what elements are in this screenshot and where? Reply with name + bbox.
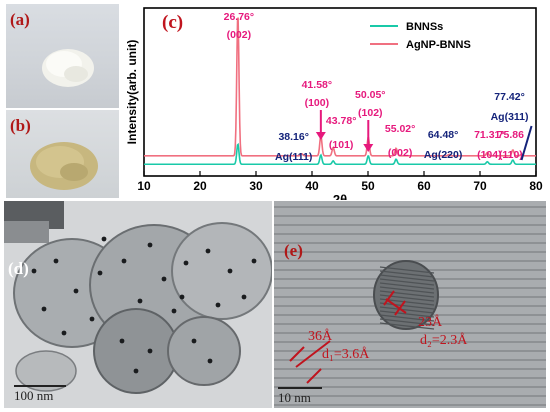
scale-bar-e: [278, 387, 322, 389]
silver-nanoparticle: [61, 330, 67, 336]
silver-nanoparticle: [133, 368, 139, 374]
tem-panel-d: (d) 100 nm: [4, 201, 272, 408]
peak-angle-label: 55.02°: [385, 123, 415, 135]
peak-hkl-label: Ag(220): [424, 149, 463, 161]
panel-label-d: (d): [8, 259, 29, 278]
peak-angle-label: 77.42°: [494, 91, 524, 103]
peak-angle-label: 71.31°: [474, 129, 504, 141]
peak-angle-label: 64.48°: [428, 129, 458, 141]
peak-angle-label: 50.05°: [355, 89, 385, 101]
ag-peak-arrow: [520, 125, 533, 161]
silver-nanoparticle: [251, 258, 257, 264]
silver-nanoparticle: [41, 306, 47, 312]
silver-nanoparticle: [89, 316, 95, 322]
panel-label-a: (a): [10, 10, 30, 29]
photo-panel-b: (b): [6, 110, 119, 198]
x-tick-label: 10: [137, 179, 151, 193]
silver-nanoparticle: [191, 338, 197, 344]
peak-arrowhead: [363, 144, 374, 152]
lattice-spacing-d2: d₂=2.3Å: [420, 333, 468, 348]
panel-label-c: (c): [162, 12, 184, 33]
series-line-bnnss: [144, 142, 536, 166]
silver-nanoparticle: [147, 348, 153, 354]
silver-nanoparticle: [183, 260, 189, 266]
x-tick-label: 40: [305, 179, 319, 193]
silver-nanoparticle: [147, 242, 153, 248]
peak-hkl-label: Ag(311): [491, 111, 529, 123]
silver-nanoparticle: [121, 258, 127, 264]
silver-nanoparticle: [53, 258, 59, 264]
peak-hkl-label: (102): [358, 107, 383, 119]
silver-nanoparticle: [101, 236, 107, 242]
silver-nanoparticle: [31, 268, 37, 274]
lattice-width-small: 23Å: [418, 315, 443, 330]
legend-label-agnp-bnns: AgNP-BNNS: [406, 39, 471, 51]
silver-nanoparticle: [137, 298, 143, 304]
hrtem-lattice-image: [274, 201, 546, 408]
silver-nanoparticle: [227, 268, 233, 274]
y-axis-label: Intensity(arb. unit): [125, 40, 139, 145]
silver-nanoparticle: [171, 308, 177, 314]
silver-nanoparticle: [179, 294, 185, 300]
silver-nanoparticle: [207, 358, 213, 364]
x-tick-label: 20: [193, 179, 207, 193]
white-powder-image: [42, 49, 94, 87]
scale-bar-d-label: 100 nm: [14, 388, 54, 403]
xrd-chart: 10 20 30 40 50 60 70 80 2θ Intensity(arb. unit) BN…: [125, 7, 543, 200]
silver-nanoparticle: [205, 248, 211, 254]
silver-nanoparticle: [215, 302, 221, 308]
x-axis-label: 2θ: [333, 192, 347, 200]
x-tick-label: 30: [249, 179, 263, 193]
peak-hkl-label: (110): [499, 149, 523, 161]
silver-nanoparticle: [97, 270, 103, 276]
plot-frame: [143, 7, 537, 177]
legend-label-bnnss: BNNSs: [406, 21, 443, 33]
x-tick-label: 50: [361, 179, 375, 193]
yellow-powder-image: [30, 142, 98, 190]
xrd-chart-panel: 10 20 30 40 50 60 70 80 2θ Intensity(arb. unit) BN…: [122, 0, 550, 200]
silver-nanoparticle: [161, 276, 167, 282]
peak-hkl-label: Ag(111): [275, 151, 312, 163]
peak-arrowhead: [315, 132, 326, 140]
peak-angle-label: 26.76°: [224, 11, 254, 23]
peak-hkl-label: (101): [329, 139, 354, 151]
tem-nanosheets-image: [4, 201, 272, 408]
panel-label-b: (b): [10, 116, 31, 135]
peak-hkl-label: (002): [227, 29, 252, 41]
peak-angle-label: 43.78°: [326, 115, 356, 127]
lattice-spacing-d1: d₁=3.6Å: [322, 347, 370, 362]
peak-hkl-label: (002): [388, 147, 413, 159]
peak-angle-label: 75.86: [498, 129, 524, 141]
x-tick-label: 80: [529, 179, 543, 193]
silver-nanoparticle: [73, 288, 79, 294]
lattice-width-big: 36Å: [308, 329, 333, 344]
silver-nanoparticle: [119, 338, 125, 344]
peak-hkl-label: (100): [305, 97, 330, 109]
panel-label-e: (e): [284, 241, 303, 260]
peak-angle-label: 41.58°: [302, 79, 332, 91]
peak-angle-label: 38.16°: [278, 131, 308, 143]
series-line-agnp-bnns: [144, 17, 536, 157]
silver-nanoparticle: [241, 294, 247, 300]
scale-bar-d: [14, 385, 66, 387]
peak-hkl-label: (104): [477, 149, 502, 161]
hrtem-panel-e: (e) 23Å d₂=2.3Å 36Å d₁=3.6Å 10 nm: [274, 201, 546, 408]
x-tick-label: 60: [417, 179, 431, 193]
scale-bar-e-label: 10 nm: [278, 390, 311, 405]
photo-panel-a: (a): [6, 4, 119, 108]
x-tick-label: 70: [473, 179, 487, 193]
